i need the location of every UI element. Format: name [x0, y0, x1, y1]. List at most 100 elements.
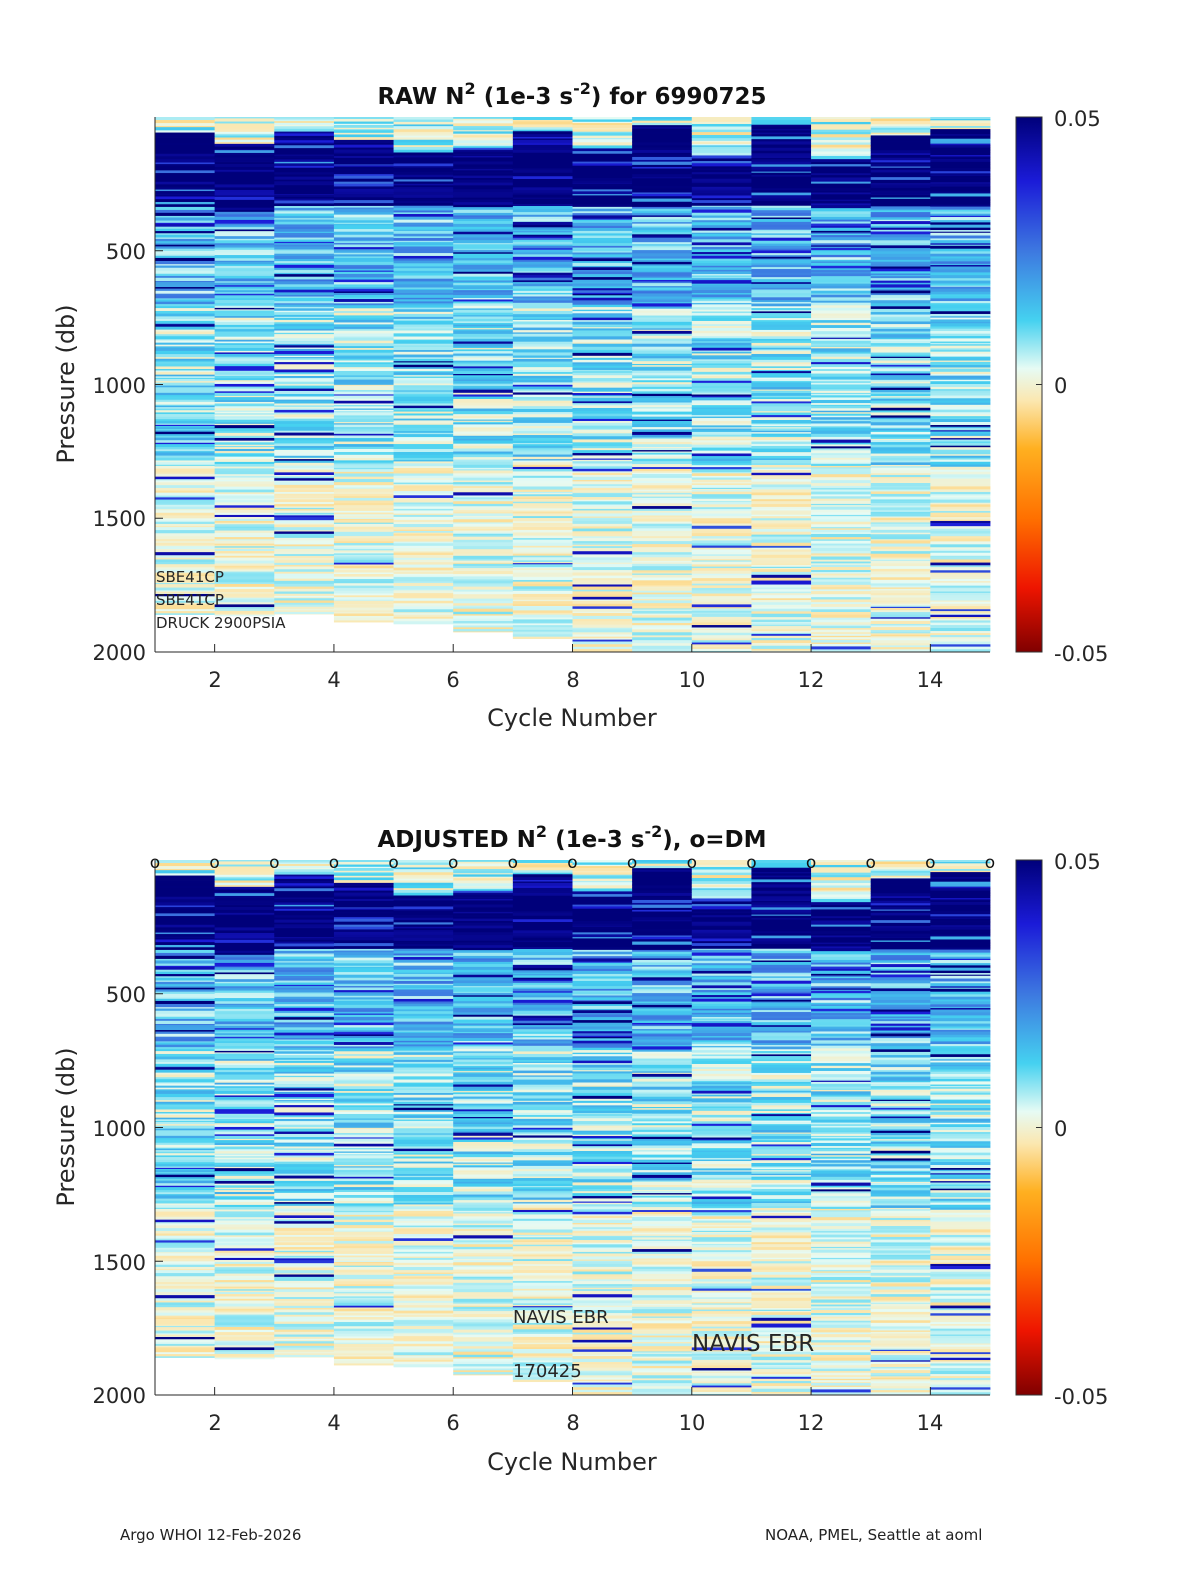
heatmap-cell — [274, 586, 335, 590]
heatmap-cell — [691, 613, 752, 618]
heatmap-cell — [155, 148, 216, 153]
heatmap-cell — [751, 524, 812, 528]
heatmap-cell — [453, 1279, 514, 1284]
heatmap-cell — [274, 250, 335, 255]
heatmap-cell — [393, 1220, 454, 1224]
heatmap-cell — [155, 1334, 216, 1337]
heatmap-cell — [751, 219, 812, 223]
heatmap-cell — [512, 493, 573, 495]
heatmap-cell — [870, 303, 931, 307]
heatmap-cell — [453, 958, 514, 961]
heatmap-cell — [572, 327, 633, 329]
heatmap-cell — [155, 485, 216, 489]
heatmap-cell — [274, 163, 335, 167]
heatmap-cell — [512, 214, 573, 218]
heatmap-cell — [333, 541, 394, 544]
heatmap-cell — [453, 305, 514, 309]
heatmap-cell — [632, 156, 693, 161]
heatmap-cell — [393, 567, 454, 571]
heatmap-cell — [333, 568, 394, 571]
heatmap-cell — [691, 456, 752, 460]
heatmap-cell — [930, 308, 991, 312]
heatmap-cell — [155, 1027, 216, 1031]
heatmap-cell — [453, 438, 514, 441]
heatmap-cell — [214, 1188, 275, 1191]
heatmap-cell — [214, 1016, 275, 1020]
heatmap-cell — [811, 591, 872, 595]
heatmap-cell — [930, 238, 991, 241]
heatmap-cell — [632, 494, 693, 498]
heatmap-cell — [155, 576, 216, 580]
heatmap-cell — [155, 374, 216, 377]
heatmap-cell — [870, 467, 931, 471]
heatmap-cell — [632, 330, 693, 335]
heatmap-cell — [691, 414, 752, 418]
heatmap-cell — [393, 1105, 454, 1109]
heatmap-cell — [214, 406, 275, 409]
heatmap-cell — [274, 426, 335, 429]
heatmap-cell — [632, 358, 693, 362]
heatmap-cell — [930, 595, 991, 599]
heatmap-cell — [274, 437, 335, 441]
heatmap-cell — [751, 393, 812, 397]
heatmap-cell — [453, 482, 514, 485]
heatmap-cell — [453, 918, 514, 922]
heatmap-cell — [453, 1276, 514, 1279]
heatmap-cell — [155, 1063, 216, 1067]
heatmap-cell — [155, 423, 216, 426]
heatmap-cell — [453, 605, 514, 608]
heatmap-cell — [333, 599, 394, 602]
heatmap-cell — [632, 451, 693, 454]
heatmap-cell — [393, 268, 454, 272]
heatmap-cell — [870, 280, 931, 284]
heatmap-cell — [333, 121, 394, 125]
raw-heatmap — [155, 117, 991, 653]
heatmap-cell — [333, 1197, 394, 1202]
heatmap-cell — [512, 940, 573, 943]
heatmap-cell — [214, 876, 275, 879]
heatmap-cell — [751, 459, 812, 464]
heatmap-cell — [811, 192, 872, 195]
heatmap-cell — [930, 143, 991, 146]
heatmap-cell — [155, 986, 216, 989]
heatmap-cell — [155, 1327, 216, 1330]
heatmap-cell — [274, 341, 335, 344]
heatmap-cell — [155, 287, 216, 289]
heatmap-cell — [155, 164, 216, 167]
heatmap-cell — [572, 351, 633, 354]
heatmap-cell — [811, 313, 872, 317]
heatmap-cell — [453, 1258, 514, 1261]
heatmap-cell — [453, 878, 514, 881]
heatmap-cell — [870, 627, 931, 631]
heatmap-cell — [751, 331, 812, 335]
heatmap-cell — [155, 201, 216, 205]
heatmap-cell — [512, 1137, 573, 1141]
heatmap-cell — [453, 366, 514, 369]
heatmap-cell — [274, 1027, 335, 1031]
heatmap-cell — [751, 549, 812, 553]
heatmap-cell — [811, 611, 872, 615]
heatmap-cell — [393, 1236, 454, 1239]
heatmap-cell — [333, 330, 394, 334]
heatmap-cell — [333, 1195, 394, 1199]
heatmap-cell — [453, 1154, 514, 1158]
heatmap-cell — [333, 620, 394, 623]
heatmap-cell — [393, 1151, 454, 1154]
heatmap-cell — [274, 1331, 335, 1335]
heatmap-cell — [453, 1139, 514, 1143]
heatmap-cell — [155, 1207, 216, 1210]
heatmap-cell — [512, 1045, 573, 1050]
heatmap-cell — [453, 1006, 514, 1009]
heatmap-cell — [632, 306, 693, 310]
heatmap-cell — [811, 415, 872, 418]
heatmap-cell — [393, 1111, 454, 1115]
heatmap-cell — [274, 195, 335, 198]
heatmap-cell — [751, 217, 812, 220]
heatmap-cell — [453, 945, 514, 948]
heatmap-cell — [811, 389, 872, 392]
heatmap-cell — [751, 277, 812, 280]
heatmap-cell — [155, 1114, 216, 1119]
heatmap-cell — [333, 1148, 394, 1150]
heatmap-column-cycle-5 — [393, 117, 454, 625]
heatmap-cell — [155, 457, 216, 461]
